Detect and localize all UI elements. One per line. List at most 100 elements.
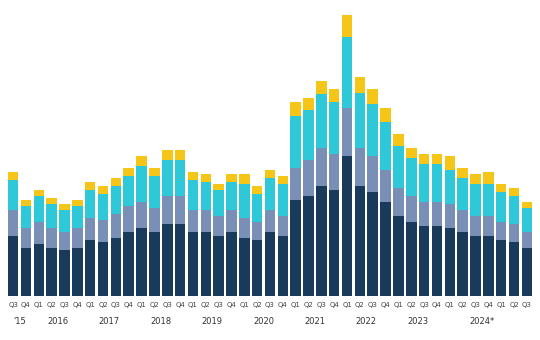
Bar <box>162 224 172 296</box>
Bar <box>419 154 429 164</box>
Bar <box>239 174 249 184</box>
Bar <box>329 102 340 154</box>
Text: 2023: 2023 <box>407 317 428 326</box>
Bar <box>509 188 519 196</box>
Bar <box>522 202 532 208</box>
Bar <box>444 228 455 296</box>
Bar <box>303 99 314 110</box>
Bar <box>444 156 455 170</box>
Bar <box>8 180 18 210</box>
Bar <box>252 240 262 296</box>
Bar <box>316 81 327 95</box>
Bar <box>149 176 160 208</box>
Bar <box>278 184 288 216</box>
Bar <box>226 210 237 232</box>
Bar <box>33 244 44 296</box>
Bar <box>21 228 31 248</box>
Bar <box>59 204 70 210</box>
Bar <box>291 102 301 116</box>
Bar <box>444 170 455 204</box>
Bar <box>213 236 224 296</box>
Bar <box>200 182 211 210</box>
Bar <box>316 148 327 186</box>
Bar <box>368 88 378 104</box>
Bar <box>200 174 211 182</box>
Bar <box>136 228 147 296</box>
Bar <box>431 164 442 202</box>
Bar <box>175 150 185 160</box>
Text: 2022: 2022 <box>356 317 377 326</box>
Bar <box>98 242 109 296</box>
Bar <box>72 206 83 228</box>
Bar <box>46 228 57 248</box>
Bar <box>111 214 121 238</box>
Text: 2018: 2018 <box>150 317 171 326</box>
Bar <box>175 160 185 196</box>
Bar <box>226 182 237 210</box>
Bar <box>8 210 18 236</box>
Bar <box>393 188 404 216</box>
Bar <box>457 232 468 296</box>
Bar <box>136 156 147 166</box>
Bar <box>419 202 429 226</box>
Bar <box>303 196 314 296</box>
Bar <box>252 222 262 240</box>
Bar <box>380 202 391 296</box>
Bar <box>149 168 160 176</box>
Bar <box>136 166 147 202</box>
Bar <box>200 232 211 296</box>
Bar <box>85 218 96 240</box>
Bar <box>522 208 532 232</box>
Bar <box>265 232 275 296</box>
Bar <box>213 216 224 236</box>
Bar <box>46 248 57 296</box>
Bar <box>355 186 365 296</box>
Bar <box>98 194 109 220</box>
Bar <box>162 160 172 196</box>
Bar <box>509 224 519 242</box>
Bar <box>406 196 416 222</box>
Bar <box>265 178 275 210</box>
Bar <box>483 236 494 296</box>
Bar <box>265 210 275 232</box>
Bar <box>483 172 494 184</box>
Bar <box>188 172 198 180</box>
Bar <box>21 200 31 206</box>
Bar <box>291 200 301 296</box>
Bar <box>85 190 96 218</box>
Bar <box>72 248 83 296</box>
Bar <box>342 15 352 37</box>
Bar <box>278 236 288 296</box>
Bar <box>149 208 160 232</box>
Bar <box>72 228 83 248</box>
Bar <box>124 232 134 296</box>
Bar <box>175 196 185 224</box>
Bar <box>162 150 172 160</box>
Bar <box>33 196 44 222</box>
Bar <box>496 222 507 240</box>
Bar <box>265 170 275 178</box>
Bar <box>380 170 391 202</box>
Bar <box>59 250 70 296</box>
Bar <box>470 236 481 296</box>
Bar <box>124 176 134 206</box>
Text: 2020: 2020 <box>253 317 274 326</box>
Bar <box>431 226 442 296</box>
Bar <box>188 232 198 296</box>
Bar <box>457 210 468 232</box>
Bar <box>406 222 416 296</box>
Bar <box>444 204 455 228</box>
Bar <box>8 236 18 296</box>
Text: '15: '15 <box>13 317 26 326</box>
Bar <box>316 186 327 296</box>
Bar <box>239 218 249 238</box>
Bar <box>342 156 352 296</box>
Bar <box>483 216 494 236</box>
Bar <box>124 168 134 176</box>
Bar <box>291 168 301 200</box>
Bar <box>509 242 519 296</box>
Bar <box>393 134 404 146</box>
Bar <box>46 198 57 204</box>
Bar <box>111 238 121 296</box>
Bar <box>483 184 494 216</box>
